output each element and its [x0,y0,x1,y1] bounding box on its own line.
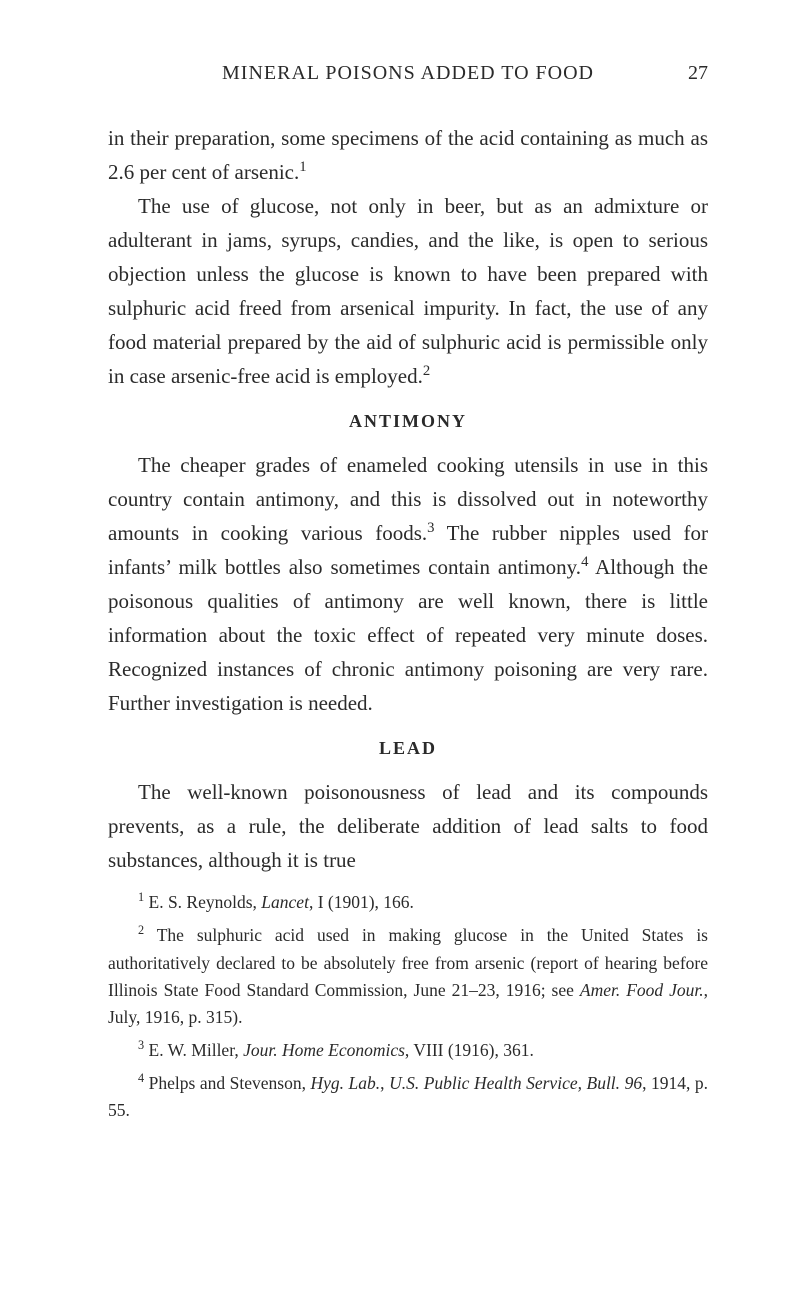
body-paragraph: The cheaper grades of enameled cooking u… [108,448,708,720]
footnote-italic: Lancet [261,892,309,912]
section-heading-antimony: ANTIMONY [108,411,708,432]
footnote-text: Phelps and Stevenson, [144,1073,310,1093]
footnote: 3 E. W. Miller, Jour. Home Economics, VI… [108,1037,708,1064]
footnote: 2 The sulphuric acid used in making gluc… [108,922,708,1031]
section-heading-lead: LEAD [108,738,708,759]
paragraph-text: The use of glucose, not only in beer, bu… [108,194,708,388]
paragraph-text: Although the poisonous qualities of anti… [108,555,708,715]
body-paragraph: The use of glucose, not only in beer, bu… [108,189,708,393]
paragraph-text: in their preparation, some specimens of … [108,126,708,184]
running-title: MINERAL POISONS ADDED TO FOOD [222,62,594,84]
footnote: 4 Phelps and Stevenson, Hyg. Lab., U.S. … [108,1070,708,1124]
body-paragraph: The well-known poisonousness of lead and… [108,775,708,877]
footnote: 1 E. S. Reynolds, Lancet, I (1901), 166. [108,889,708,916]
footnote-italic: Jour. Home Economics [243,1040,405,1060]
footnote-text: E. W. Miller, [144,1040,243,1060]
footnote-ref: 1 [299,159,306,175]
footnote-text: , VIII (1916), 361. [405,1040,534,1060]
footnote-text: , [380,1073,389,1093]
footnote-italic: U.S. Public Health Service, Bull. 96 [389,1073,642,1093]
footnotes-block: 1 E. S. Reynolds, Lancet, I (1901), 166.… [108,889,708,1124]
running-header: MINERAL POISONS ADDED TO FOOD 27 [108,62,708,85]
footnote-italic: Amer. Food Jour. [580,980,704,1000]
footnote-text: , I (1901), 166. [309,892,414,912]
footnote-text: E. S. Reynolds, [144,892,261,912]
page-number: 27 [688,62,708,85]
paragraph-text: The well-known poisonousness of lead and… [108,780,708,872]
body-paragraph: in their preparation, some specimens of … [108,121,708,189]
footnote-italic: Hyg. Lab. [311,1073,381,1093]
footnote-ref: 2 [423,363,430,379]
